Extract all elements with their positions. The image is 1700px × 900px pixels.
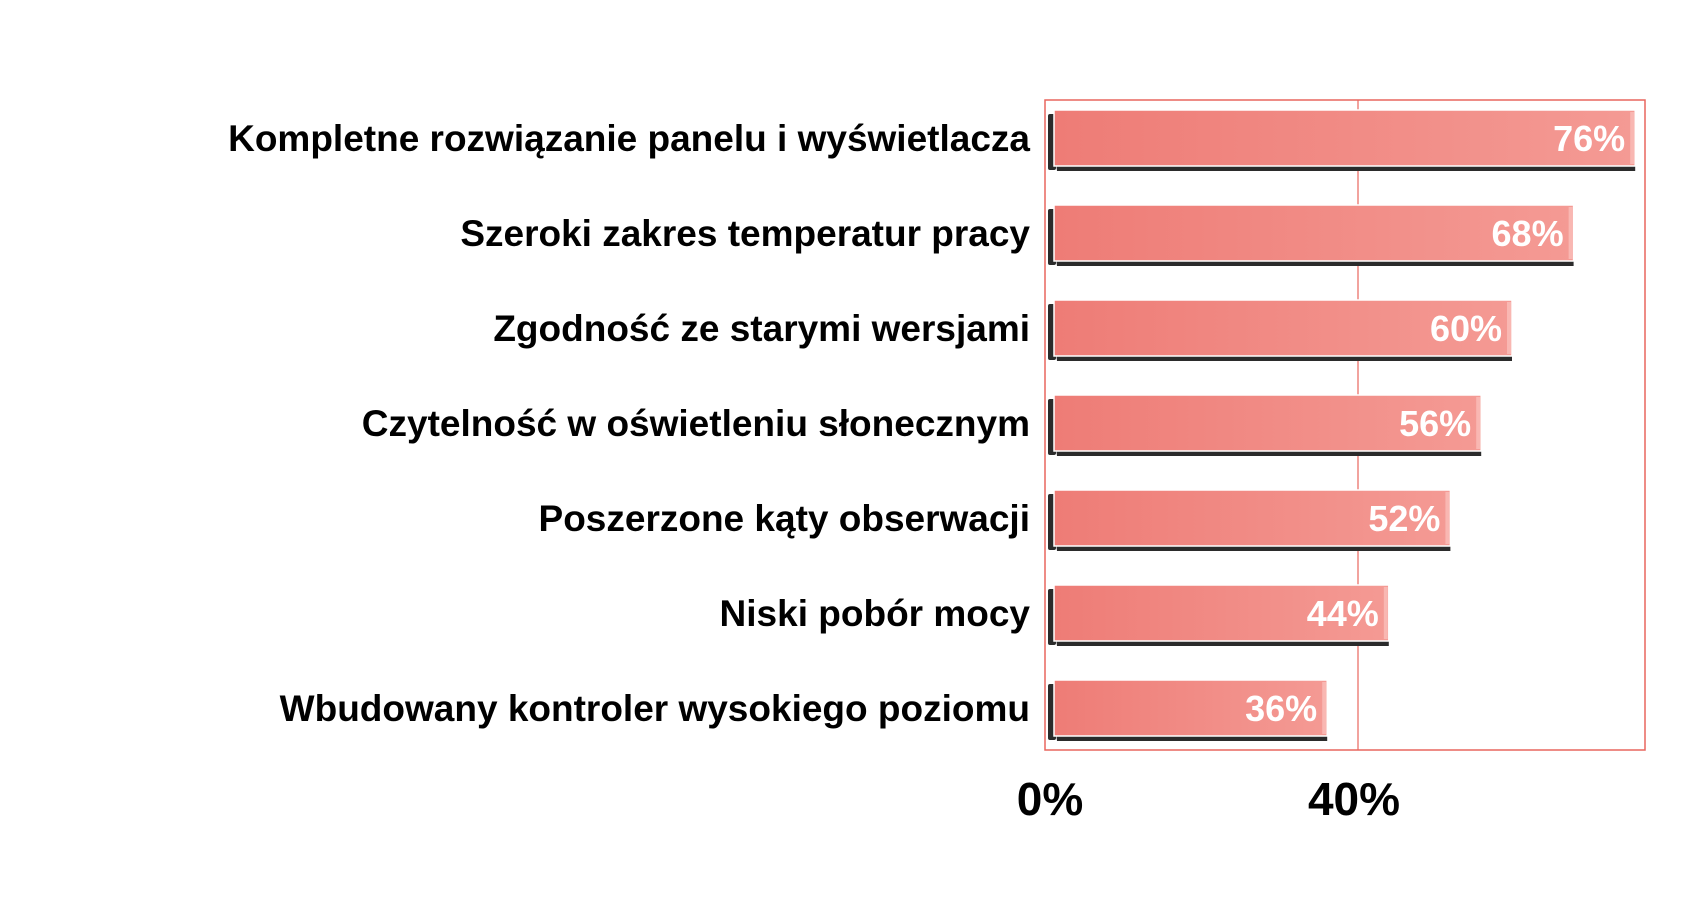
x-tick-label: 0%	[1017, 773, 1083, 825]
category-label: Poszerzone kąty obserwacji	[539, 498, 1030, 539]
category-label: Niski pobór mocy	[720, 593, 1031, 634]
category-labels: Kompletne rozwiązanie panelu i wyświetla…	[228, 118, 1030, 729]
bar-3: 60%	[1048, 299, 1513, 361]
bar-1: 76%	[1048, 109, 1636, 171]
value-label: 44%	[1307, 593, 1379, 634]
bar-face	[1053, 584, 1390, 642]
value-label: 56%	[1399, 403, 1471, 444]
bar-highlight	[1322, 682, 1327, 734]
bar-face	[1053, 394, 1482, 452]
bar-7: 36%	[1048, 679, 1328, 741]
bar-6: 44%	[1048, 584, 1390, 646]
value-label: 60%	[1430, 308, 1502, 349]
bar-2: 68%	[1048, 204, 1575, 266]
value-label: 76%	[1553, 118, 1625, 159]
category-label: Zgodność ze starymi wersjami	[493, 308, 1030, 349]
bar-highlight	[1507, 302, 1511, 354]
bars: 76% 68% 60% 56% 52% 44% 36%	[1048, 109, 1636, 741]
bar-highlight	[1383, 587, 1388, 639]
bar-face	[1053, 679, 1328, 737]
bar-face	[1053, 204, 1575, 262]
value-label: 68%	[1492, 213, 1564, 254]
bar-highlight	[1445, 492, 1450, 544]
bar-5: 52%	[1048, 489, 1452, 551]
category-label: Czytelność w oświetleniu słonecznym	[362, 403, 1030, 444]
bar-highlight	[1630, 112, 1635, 164]
x-tick-label: 40%	[1308, 773, 1400, 825]
bar-face	[1053, 489, 1452, 547]
value-label: 36%	[1245, 688, 1317, 729]
plot-frame	[1044, 99, 1646, 751]
bar-highlight	[1568, 207, 1573, 259]
category-label: Kompletne rozwiązanie panelu i wyświetla…	[228, 118, 1030, 159]
value-label: 52%	[1368, 498, 1440, 539]
bar-highlight	[1476, 397, 1481, 449]
x-axis-ticks: 0% 40%	[1017, 773, 1400, 825]
category-label: Wbudowany kontroler wysokiego poziomu	[280, 688, 1030, 729]
category-label: Szeroki zakres temperatur pracy	[460, 213, 1030, 254]
bar-face	[1053, 109, 1636, 167]
bar-4: 56%	[1048, 394, 1482, 456]
bar-face	[1053, 299, 1513, 357]
